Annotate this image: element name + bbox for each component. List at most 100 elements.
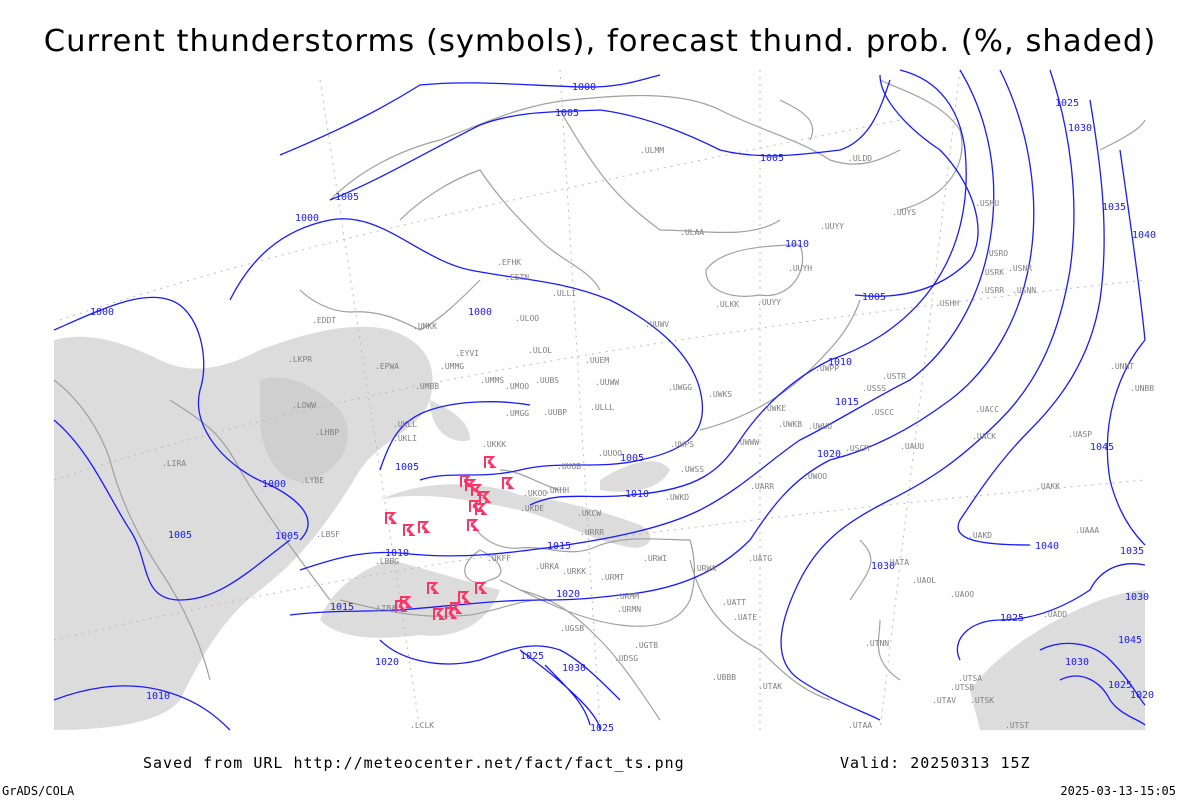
station-label: .UWSS	[680, 465, 704, 474]
chart-title: Current thunderstorms (symbols), forecas…	[43, 24, 1157, 59]
station-label: .UDSG	[614, 654, 638, 663]
thunderstorm-symbols	[385, 456, 515, 620]
isobar-label: 1010	[146, 691, 170, 702]
station-label: .UNBB	[1130, 384, 1154, 393]
station-label: .UACK	[972, 432, 996, 441]
station-label: .UKLL	[393, 420, 417, 429]
software-credit: GrADS/COLA	[2, 784, 75, 798]
isobar-label: 1000	[262, 479, 286, 490]
isobar-label: 1005	[555, 108, 579, 119]
station-label: .UKDE	[520, 504, 544, 513]
isobar-label: 1025	[1000, 613, 1024, 624]
station-label: .USMU	[975, 199, 999, 208]
station-label: .URKA	[535, 562, 559, 571]
station-label: .USCC	[870, 408, 894, 417]
station-label: .UAUU	[900, 442, 924, 451]
isobar-label: 1000	[90, 307, 114, 318]
station-label: .UUWW	[595, 378, 619, 387]
station-label: .UBBB	[712, 673, 736, 682]
station-label: .UTNN	[865, 639, 889, 648]
station-label: .EDDT	[312, 316, 336, 325]
station-label: .URWA	[692, 564, 716, 573]
isobar-label: 1005	[395, 462, 419, 473]
station-label: .LOWW	[292, 401, 316, 410]
station-label: .UTAA	[848, 721, 872, 730]
thunderstorm-symbol	[467, 519, 480, 531]
isobar-label: 1035	[1102, 202, 1126, 213]
station-label: .LHBP	[315, 428, 339, 437]
station-label: .LCLK	[410, 721, 434, 730]
isobar-label: 1000	[572, 82, 596, 93]
station-label: .LIRA	[162, 459, 186, 468]
station-label: .USHH	[935, 299, 959, 308]
station-label: .ULOL	[528, 346, 552, 355]
station-label: .ULOO	[515, 314, 539, 323]
station-label: .UKFF	[487, 554, 511, 563]
station-label: .USRK	[980, 268, 1004, 277]
isobar-label: 1020	[375, 657, 399, 668]
thunderstorm-symbol	[475, 582, 488, 594]
saved-from-url: Saved from URL http://meteocenter.net/fa…	[143, 754, 685, 772]
isobar-label: 1040	[1035, 541, 1059, 552]
station-label: .EPWA	[375, 362, 399, 371]
station-label: .UWUU	[808, 422, 832, 431]
station-label: .UGTB	[634, 641, 658, 650]
station-label: .UUYS	[892, 208, 916, 217]
valid-time: Valid: 20250313 15Z	[840, 754, 1031, 772]
isobar-label: 1000	[295, 213, 319, 224]
station-label: .UGSB	[560, 624, 584, 633]
station-label: .UATG	[748, 554, 772, 563]
station-label: .UUBP	[543, 408, 567, 417]
station-label: .UWKS	[708, 390, 732, 399]
station-label: .UWPS	[670, 440, 694, 449]
station-label: .UWKB	[778, 420, 802, 429]
station-label: .UARR	[750, 482, 774, 491]
thunderstorm-symbol	[502, 477, 515, 489]
isobar-label: 1005	[760, 153, 784, 164]
isobar-label: 1045	[1090, 442, 1114, 453]
station-label: .UWKE	[762, 404, 786, 413]
station-label: .UUEM	[585, 356, 609, 365]
isobar-label: 1030	[1065, 657, 1089, 668]
station-label: .UUYH	[788, 264, 812, 273]
station-label: .USNN	[1012, 286, 1036, 295]
station-label: .UTSK	[970, 696, 994, 705]
coastlines-and-borders	[53, 79, 1146, 721]
thunderstorm-symbol	[400, 596, 413, 608]
station-label: .LTBA	[372, 604, 396, 613]
station-label: .ULKK	[715, 300, 739, 309]
station-label: .UNNT	[1110, 362, 1134, 371]
thunderstorm-symbol	[479, 491, 492, 503]
station-label: .UUYY	[820, 222, 844, 231]
isobar-label: 1015	[835, 397, 859, 408]
isobar-label: 1005	[335, 192, 359, 203]
station-label: .USTR	[882, 372, 906, 381]
station-label: .URKK	[562, 567, 586, 576]
isobar-label: 1025	[1055, 98, 1079, 109]
station-label: .USRR	[980, 286, 1004, 295]
station-label: .UMGG	[505, 409, 529, 418]
station-label: .USRO	[984, 249, 1008, 258]
station-label: .URMT	[600, 573, 624, 582]
station-label: .UACC	[975, 405, 999, 414]
isobar-label: 1005	[620, 453, 644, 464]
station-label: .ULAA	[680, 228, 704, 237]
station-label: .UUYY	[757, 298, 781, 307]
station-label: .UAAA	[1075, 526, 1099, 535]
station-label: .USSS	[862, 384, 886, 393]
thunderstorm-symbol	[403, 524, 416, 536]
station-label: .UKOO	[523, 489, 547, 498]
station-label: .URMM	[615, 592, 639, 601]
station-label: .USNR	[1008, 264, 1032, 273]
station-label: .UAKK	[1036, 482, 1060, 491]
isobar-label: 1005	[275, 531, 299, 542]
thunderstorm-symbol	[418, 521, 431, 533]
thunderstorm-symbol	[458, 591, 471, 603]
station-label: .UWKD	[665, 493, 689, 502]
station-label: .UMOO	[505, 382, 529, 391]
station-label: .UMKK	[413, 322, 437, 331]
station-label: .ULMM	[640, 146, 664, 155]
station-label: .UTAV	[932, 696, 956, 705]
isobar-label: 1030	[871, 561, 895, 572]
thunderstorm-symbol	[475, 503, 488, 515]
